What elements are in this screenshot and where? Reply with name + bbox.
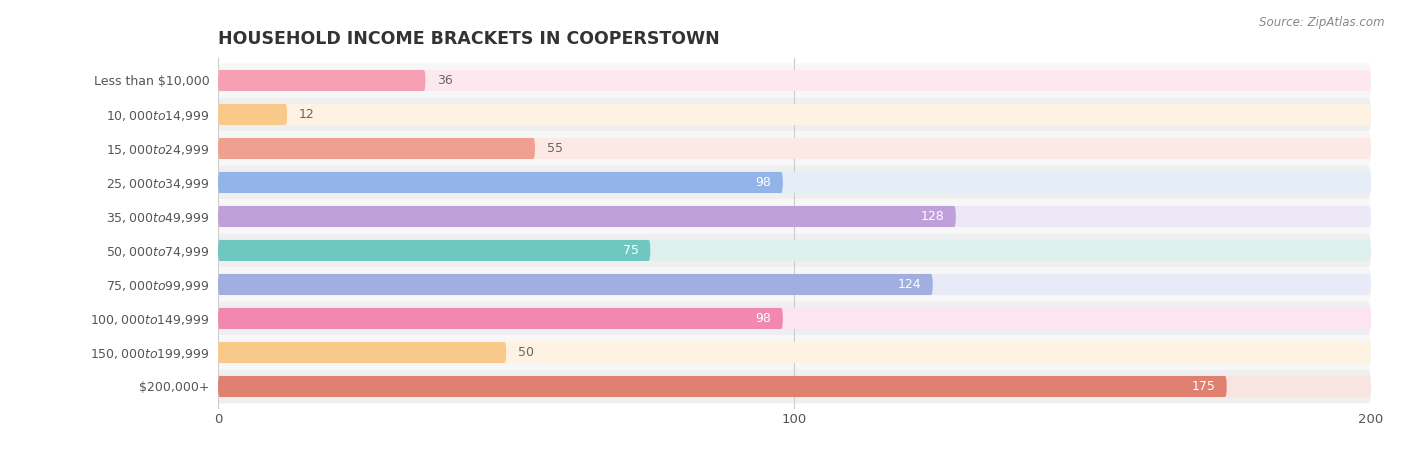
Text: 98: 98 xyxy=(755,176,772,189)
FancyBboxPatch shape xyxy=(218,138,1371,159)
Text: HOUSEHOLD INCOME BRACKETS IN COOPERSTOWN: HOUSEHOLD INCOME BRACKETS IN COOPERSTOWN xyxy=(218,31,720,48)
FancyBboxPatch shape xyxy=(218,172,783,193)
FancyBboxPatch shape xyxy=(218,370,1371,404)
FancyBboxPatch shape xyxy=(218,63,1371,97)
FancyBboxPatch shape xyxy=(218,376,1226,397)
Text: 12: 12 xyxy=(298,108,315,121)
Text: 124: 124 xyxy=(897,278,921,291)
FancyBboxPatch shape xyxy=(218,70,1371,91)
FancyBboxPatch shape xyxy=(218,70,426,91)
Text: 75: 75 xyxy=(623,244,638,257)
Text: 36: 36 xyxy=(437,74,453,87)
FancyBboxPatch shape xyxy=(218,138,534,159)
FancyBboxPatch shape xyxy=(218,301,1371,335)
FancyBboxPatch shape xyxy=(218,268,1371,301)
FancyBboxPatch shape xyxy=(218,104,287,125)
FancyBboxPatch shape xyxy=(218,104,1371,125)
FancyBboxPatch shape xyxy=(218,308,783,329)
FancyBboxPatch shape xyxy=(218,206,1371,227)
FancyBboxPatch shape xyxy=(218,274,1371,295)
FancyBboxPatch shape xyxy=(218,199,1371,233)
FancyBboxPatch shape xyxy=(218,166,1371,199)
FancyBboxPatch shape xyxy=(218,308,1371,329)
FancyBboxPatch shape xyxy=(218,206,956,227)
FancyBboxPatch shape xyxy=(218,97,1371,132)
Text: 98: 98 xyxy=(755,312,772,325)
Text: 55: 55 xyxy=(547,142,562,155)
FancyBboxPatch shape xyxy=(218,132,1371,166)
FancyBboxPatch shape xyxy=(218,335,1371,370)
FancyBboxPatch shape xyxy=(218,274,932,295)
FancyBboxPatch shape xyxy=(218,376,1371,397)
FancyBboxPatch shape xyxy=(218,172,1371,193)
FancyBboxPatch shape xyxy=(218,342,1371,363)
FancyBboxPatch shape xyxy=(218,240,1371,261)
Text: 175: 175 xyxy=(1191,380,1215,393)
Text: Source: ZipAtlas.com: Source: ZipAtlas.com xyxy=(1260,16,1385,29)
Text: 128: 128 xyxy=(921,210,945,223)
FancyBboxPatch shape xyxy=(218,240,650,261)
Text: 50: 50 xyxy=(517,346,534,359)
FancyBboxPatch shape xyxy=(218,342,506,363)
FancyBboxPatch shape xyxy=(218,233,1371,268)
